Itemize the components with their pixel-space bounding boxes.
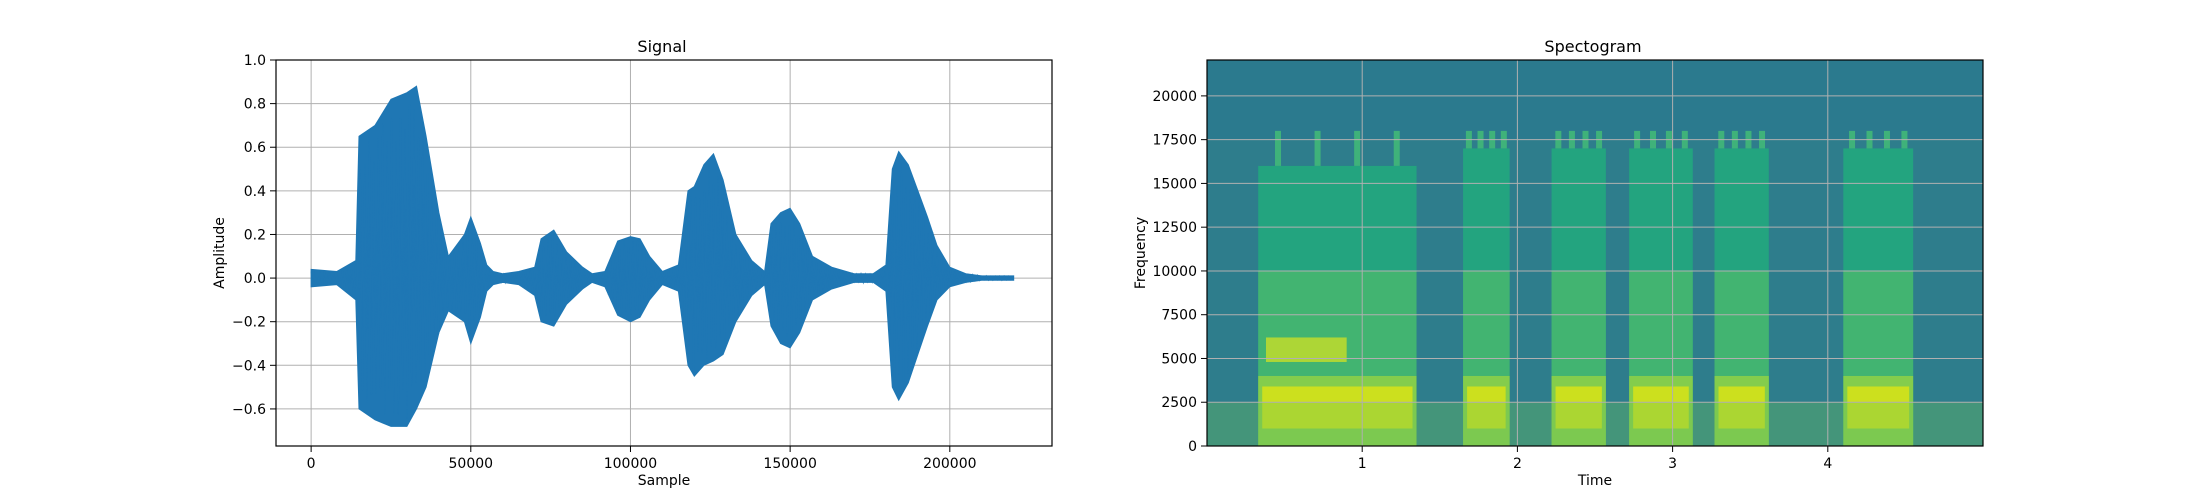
signal-y-tick-label: 0.4 — [244, 184, 266, 200]
signal-y-ticks: −0.6 −0.4 −0.2 0.0 0.2 0.4 0.6 0.8 1.0 — [232, 53, 276, 418]
spectrogram-x-tick-label: 3 — [1668, 456, 1677, 472]
spectrogram-spike — [1275, 130, 1282, 166]
signal-y-tick-label: 0.0 — [244, 271, 266, 287]
spectrogram-x-tick-label: 4 — [1823, 456, 1832, 472]
spectrogram-spike — [1314, 130, 1321, 166]
signal-x-tick-label: 0 — [307, 456, 316, 472]
signal-x-tick-label: 150000 — [763, 456, 816, 472]
spectrogram-axes: Spectogram 1 2 3 4 0 2500 5000 7500 10000 12500 1… — [1133, 37, 1984, 489]
spectrogram-y-tick-label: 7500 — [1161, 308, 1197, 324]
spectrogram-spike — [1354, 130, 1361, 166]
signal-y-tick-label: −0.6 — [232, 402, 266, 418]
spectrogram-y-tick-label: 17500 — [1152, 133, 1197, 149]
signal-y-tick-label: 1.0 — [244, 53, 266, 69]
signal-frame — [275, 59, 1053, 447]
spectrogram-x-ticks: 1 2 3 4 — [1358, 446, 1832, 472]
signal-y-tick-label: −0.2 — [232, 315, 266, 331]
signal-waveform-line — [310, 104, 1014, 419]
spectrogram-spike — [1393, 130, 1400, 166]
signal-y-label: Amplitude — [212, 217, 228, 289]
spectrogram-x-tick-label: 1 — [1358, 456, 1367, 472]
spectrogram-y-label: Frequency — [1133, 217, 1149, 289]
spectrogram-segment-formant — [1262, 386, 1413, 429]
spectrogram-y-tick-label: 15000 — [1152, 176, 1197, 192]
signal-x-label: Sample — [638, 473, 691, 489]
spectrogram-x-label: Time — [1577, 473, 1612, 489]
spectrogram-y-tick-label: 2500 — [1161, 395, 1197, 411]
spectrogram-low-frequency-band — [1207, 402, 1983, 446]
signal-y-tick-label: 0.8 — [244, 97, 266, 113]
spectrogram-noise-band — [1207, 60, 1983, 140]
spectrogram-frame — [1206, 59, 1984, 447]
spectrogram-y-tick-label: 10000 — [1152, 264, 1197, 280]
spectrogram-image — [1207, 60, 1983, 446]
signal-x-tick-label: 100000 — [604, 456, 657, 472]
spectrogram-formant-upper — [1265, 337, 1347, 362]
spectrogram-y-tick-label: 5000 — [1161, 351, 1197, 367]
signal-y-tick-label: −0.4 — [232, 358, 266, 374]
signal-title: Signal — [637, 37, 686, 56]
spectrogram-segment-formant — [1847, 386, 1910, 429]
signal-x-ticks: 0 50000 100000 150000 200000 — [307, 446, 977, 472]
spectrogram-y-tick-label: 12500 — [1152, 220, 1197, 236]
signal-plot — [310, 85, 1015, 427]
spectrogram-title: Spectogram — [1544, 37, 1641, 56]
spectrogram-y-ticks: 0 2500 5000 7500 10000 12500 15000 17500 20000 — [1152, 89, 1207, 455]
spectrogram-x-tick-label: 2 — [1513, 456, 1522, 472]
spectrogram-y-tick-label: 20000 — [1152, 89, 1197, 105]
signal-y-tick-label: 0.2 — [244, 227, 266, 243]
signal-x-tick-label: 50000 — [449, 456, 494, 472]
spectrogram-segment-formant — [1555, 386, 1602, 429]
signal-waveform-envelope — [310, 85, 1015, 427]
spectrogram-segment-formant — [1633, 386, 1689, 429]
spectrogram-y-tick-label: 0 — [1188, 439, 1197, 455]
spectrogram-segment-formant — [1718, 386, 1765, 429]
signal-axes: Signal 0 50000 100000 150000 200000 −0.6 −0.4… — [212, 37, 1053, 489]
spectrogram-segment-formant — [1467, 386, 1506, 429]
signal-y-tick-label: 0.6 — [244, 140, 266, 156]
signal-x-tick-label: 200000 — [923, 456, 976, 472]
